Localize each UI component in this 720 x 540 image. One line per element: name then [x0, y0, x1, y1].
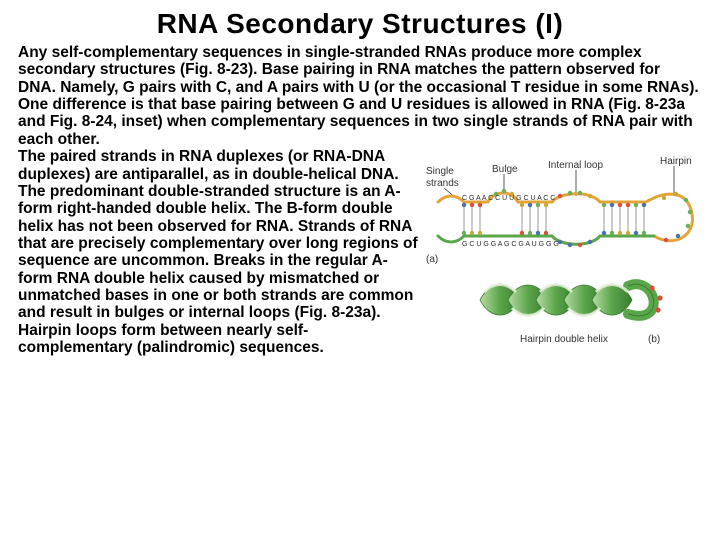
label-single-strands: Single [426, 166, 454, 177]
label-internal-loop: Internal loop [548, 160, 603, 171]
helix-caption: Hairpin double helix [520, 334, 608, 345]
label-single-strands-2: strands [426, 178, 459, 189]
svg-text:C G A A C C U U G C U A C C: C G A A C C U U G C U A C C [462, 195, 555, 202]
label-bulge: Bulge [492, 164, 518, 175]
lower-region: The paired strands in RNA duplexes (or R… [18, 148, 702, 356]
hairpin-helix [480, 284, 663, 316]
panel-b-label: (b) [648, 334, 660, 345]
svg-text:G C U G G A G C G A U G G G: G C U G G A G C G A U G G G [462, 241, 559, 248]
body-paragraph-2: The paired strands in RNA duplexes (or R… [18, 148, 420, 356]
page-title: RNA Secondary Structures (I) [18, 8, 702, 40]
panel-a-label: (a) [426, 254, 438, 265]
body-paragraph-1: Any self-complementary sequences in sing… [18, 44, 702, 148]
rna-structure-figure: Single strands Bulge Internal loop Hairp… [420, 150, 702, 440]
label-hairpin: Hairpin [660, 156, 692, 167]
